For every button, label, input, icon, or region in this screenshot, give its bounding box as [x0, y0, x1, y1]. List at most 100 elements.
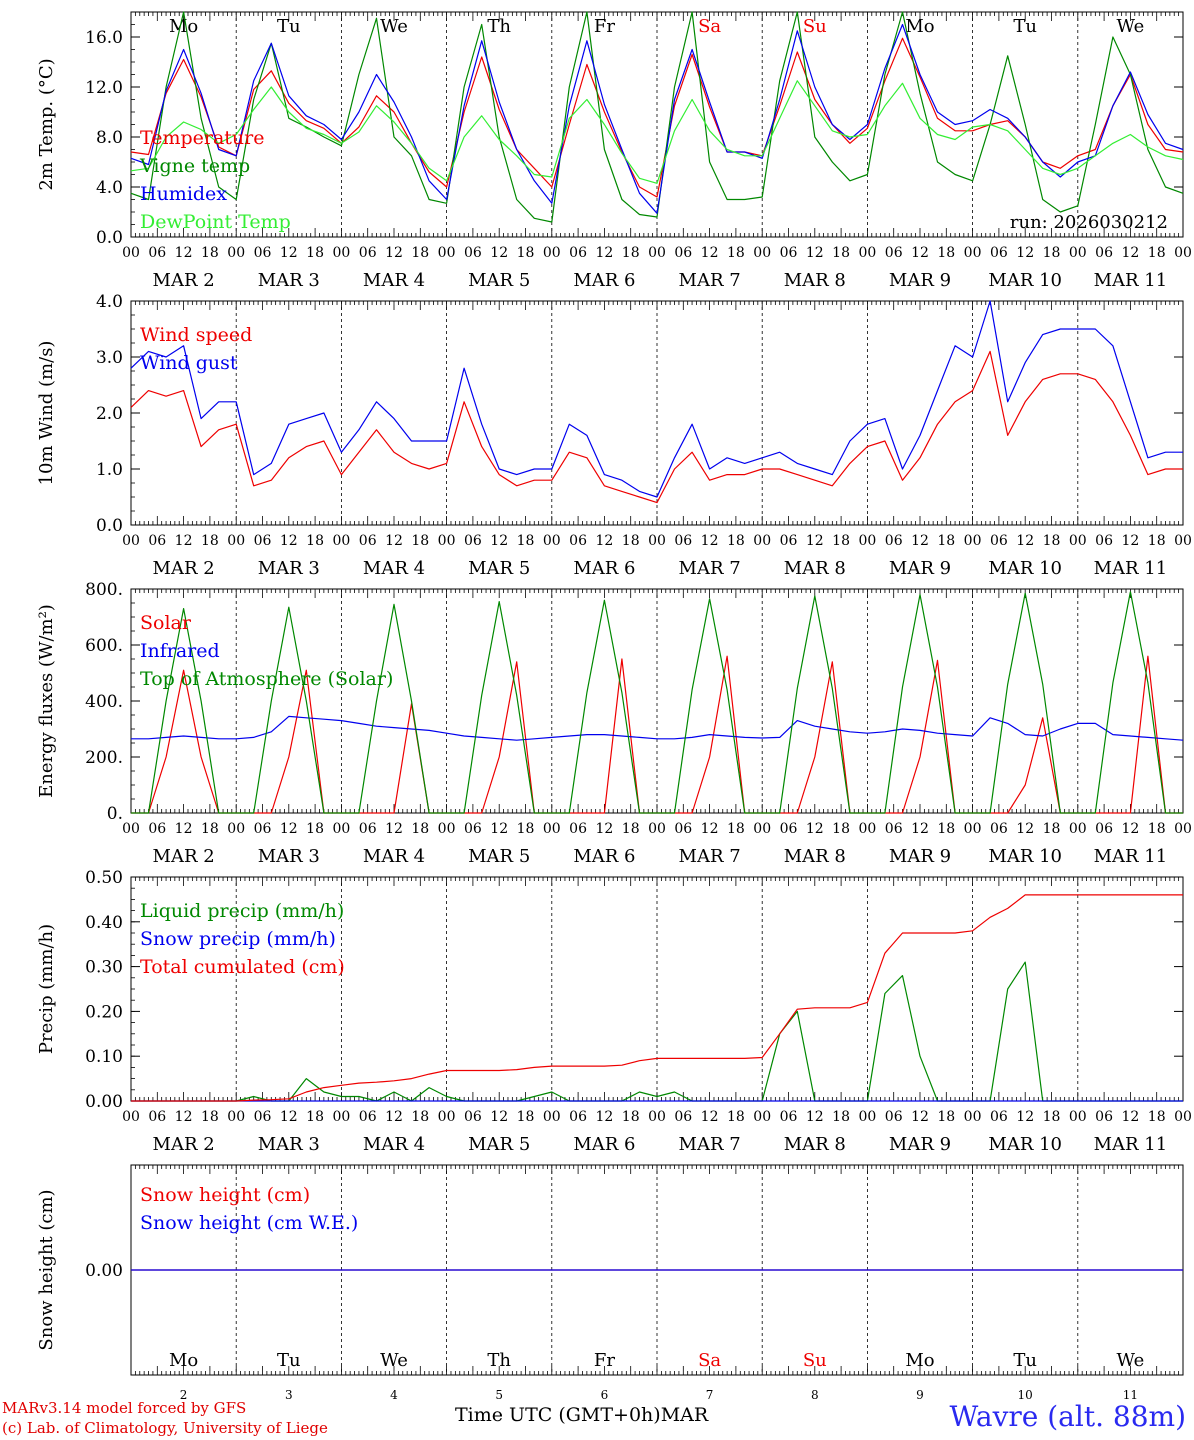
y-axis-title: Snow height (cm) — [36, 1189, 57, 1350]
weekday-label: We — [380, 16, 408, 37]
legend-entry: Top of Atmosphere (Solar) — [140, 668, 393, 690]
legend-entry: DewPoint Temp — [140, 211, 291, 233]
x-hour-label: 12 — [806, 245, 824, 261]
x-hour-label: 18 — [306, 245, 324, 261]
x-hour-label: 06 — [1095, 245, 1113, 261]
x-hour-label: 00 — [858, 821, 876, 837]
x-date-label: MAR 6 — [573, 1134, 635, 1155]
x-hour-label: 12 — [280, 1109, 298, 1125]
x-hour-label: 18 — [1148, 245, 1166, 261]
y-tick-label: 0.30 — [85, 958, 123, 978]
x-hour-label: 12 — [1121, 821, 1139, 837]
series-line-vigne-temp — [130, 11, 1184, 223]
day-number-label: 4 — [390, 1388, 398, 1402]
x-hour-label: 18 — [832, 1109, 850, 1125]
x-hour-label: 12 — [1016, 1109, 1034, 1125]
x-date-label: MAR 2 — [153, 846, 215, 867]
x-date-label: MAR 8 — [784, 1134, 846, 1155]
x-hour-label: 00 — [122, 1109, 140, 1125]
y-axis-title: Precip (mm/h) — [36, 924, 57, 1054]
x-hour-label: 12 — [701, 245, 719, 261]
legend-entry: Total cumulated (cm) — [140, 956, 345, 978]
x-hour-label: 06 — [674, 533, 692, 549]
x-date-label: MAR 2 — [153, 558, 215, 579]
x-hour-label: 06 — [1095, 533, 1113, 549]
x-hour-label: 00 — [648, 1109, 666, 1125]
x-hour-label: 06 — [464, 821, 482, 837]
x-hour-label: 12 — [490, 821, 508, 837]
x-hour-label: 00 — [543, 821, 561, 837]
panel-temp: 0.0 4.0 8.0 12.0 16.0 2m Temp. (°C) 00 06 12 18 MA… — [36, 11, 1192, 291]
x-hour-label: 18 — [727, 821, 745, 837]
x-hour-label: 12 — [490, 1109, 508, 1125]
x-hour-label: 00 — [753, 245, 771, 261]
x-hour-label: 00 — [543, 245, 561, 261]
weekday-label: We — [1117, 16, 1145, 37]
x-hour-label: 00 — [122, 245, 140, 261]
x-hour-label: 06 — [148, 533, 166, 549]
x-hour-label: 06 — [990, 1109, 1008, 1125]
x-hour-label: 06 — [674, 245, 692, 261]
x-hour-label: 12 — [701, 821, 719, 837]
x-hour-label: 06 — [780, 245, 798, 261]
x-date-label: MAR 11 — [1094, 846, 1168, 867]
x-hour-label: 00 — [227, 245, 245, 261]
x-hour-label: 06 — [674, 821, 692, 837]
x-hour-label: 06 — [1095, 821, 1113, 837]
legend-entry: Wind gust — [140, 352, 238, 374]
weekday-label: Mo — [169, 1350, 198, 1371]
x-hour-label: 18 — [622, 245, 640, 261]
x-date-label: MAR 9 — [889, 270, 951, 291]
x-date-label: MAR 3 — [258, 558, 320, 579]
x-date-label: MAR 9 — [889, 1134, 951, 1155]
x-hour-label: 12 — [490, 533, 508, 549]
x-hour-label: 12 — [701, 1109, 719, 1125]
x-hour-label: 06 — [359, 245, 377, 261]
x-hour-label: 06 — [254, 533, 272, 549]
x-hour-label: 06 — [569, 245, 587, 261]
x-date-label: MAR 7 — [679, 558, 741, 579]
x-hour-label: 06 — [254, 821, 272, 837]
x-date-label: MAR 2 — [153, 270, 215, 291]
series-line-total-cumulated-cm- — [131, 894, 1183, 1102]
x-hour-label: 00 — [332, 1109, 350, 1125]
x-date-label: MAR 8 — [784, 270, 846, 291]
x-hour-label: 00 — [1069, 245, 1087, 261]
x-hour-label: 18 — [832, 533, 850, 549]
y-tick-label: 0.00 — [85, 1261, 123, 1281]
day-number-label: 5 — [495, 1388, 503, 1402]
x-hour-label: 18 — [937, 245, 955, 261]
x-hour-label: 12 — [911, 821, 929, 837]
y-tick-label: 0.50 — [85, 868, 123, 888]
weekday-label: Su — [803, 16, 827, 37]
x-hour-label: 12 — [385, 1109, 403, 1125]
x-hour-label: 00 — [438, 821, 456, 837]
x-hour-label: 18 — [1148, 821, 1166, 837]
x-hour-label: 12 — [175, 533, 193, 549]
y-tick-label: 0.40 — [85, 913, 123, 933]
x-date-label: MAR 3 — [258, 846, 320, 867]
x-date-label: MAR 11 — [1094, 558, 1168, 579]
x-date-label: MAR 6 — [573, 270, 635, 291]
y-tick-label: 0.10 — [85, 1047, 123, 1067]
weekday-label: Mo — [169, 16, 198, 37]
x-hour-label: 00 — [1069, 821, 1087, 837]
x-hour-label: 00 — [648, 533, 666, 549]
x-hour-label: 06 — [780, 821, 798, 837]
panel-frame — [130, 300, 1184, 526]
x-hour-label: 06 — [359, 1109, 377, 1125]
x-hour-label: 18 — [1148, 533, 1166, 549]
series-line-liquid-precip-mm-h- — [131, 961, 1183, 1102]
x-hour-label: 06 — [674, 1109, 692, 1125]
x-hour-label: 18 — [622, 1109, 640, 1125]
x-hour-label: 00 — [1174, 533, 1192, 549]
x-hour-label: 06 — [464, 1109, 482, 1125]
y-tick-label: 0.20 — [85, 1002, 123, 1022]
x-date-label: MAR 7 — [679, 270, 741, 291]
x-hour-label: 00 — [1069, 533, 1087, 549]
x-hour-label: 12 — [595, 1109, 613, 1125]
model-credits: MARv3.14 model forced by GFS (c) Lab. of… — [2, 1398, 328, 1438]
weekday-label: Mo — [905, 1350, 934, 1371]
x-hour-label: 00 — [648, 245, 666, 261]
